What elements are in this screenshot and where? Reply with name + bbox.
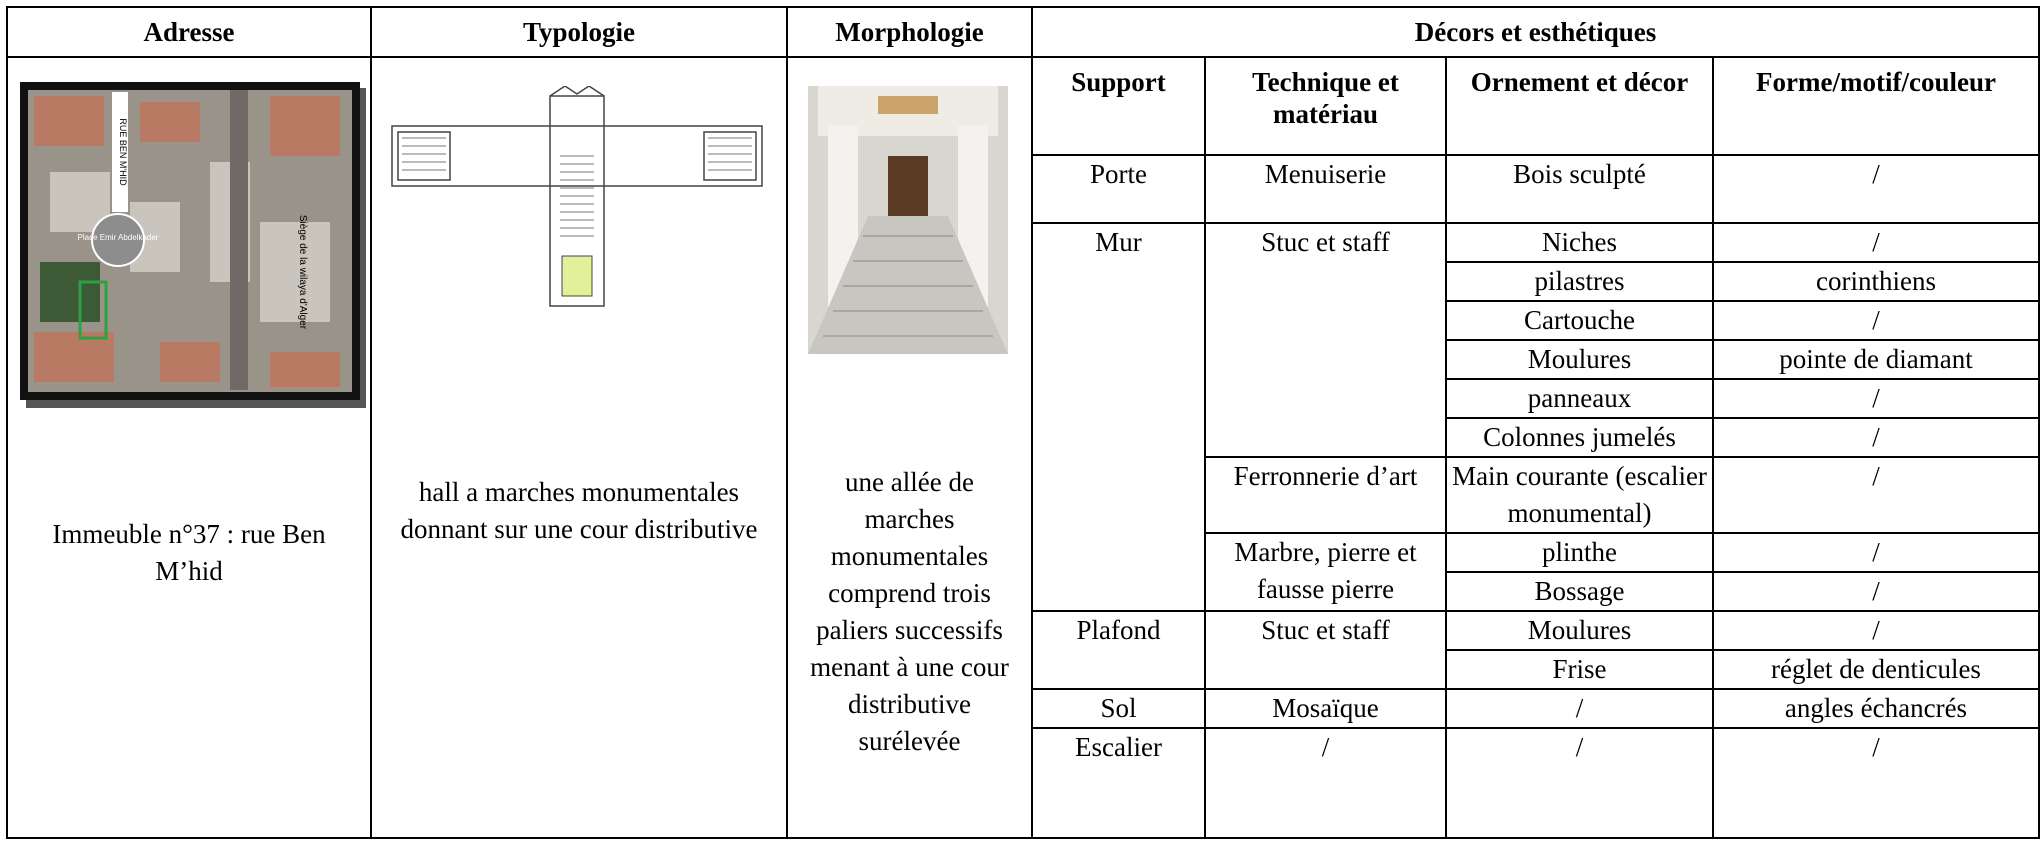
ornement-cell: panneaux: [1445, 378, 1714, 419]
adresse-cell: RUE BEN M'HID Place Emir Abdelkader Sièg…: [6, 56, 372, 839]
decor-row: Moulures pointe de diamant: [7, 339, 2040, 380]
forme-cell: angles échancrés: [1712, 688, 2040, 729]
header-cell: Typologie: [370, 6, 788, 58]
technique-cell: /: [1204, 727, 1447, 839]
ornement-cell: plinthe: [1445, 532, 1714, 573]
support-cell: Escalier: [1031, 727, 1206, 839]
map-image: RUE BEN M'HID Place Emir Abdelkader Sièg…: [20, 82, 366, 408]
forme-cell: /: [1712, 417, 2040, 458]
roofs: [34, 96, 340, 387]
subheader-cell: Technique et matériau: [1204, 56, 1447, 156]
decor-row: panneaux /: [7, 378, 2040, 419]
place-circle: [91, 213, 145, 267]
header-cell: Morphologie: [786, 6, 1033, 58]
ornement-cell: /: [1445, 688, 1714, 729]
decor-row: Mur Stuc et staff Niches /: [7, 222, 2040, 612]
garden: [40, 262, 100, 322]
decor-row: Escalier / / /: [7, 727, 2040, 839]
avenue: [230, 90, 248, 390]
ornement-cell: pilastres: [1445, 261, 1714, 302]
decor-row: Cartouche /: [7, 300, 2040, 341]
forme-cell: /: [1712, 610, 2040, 651]
ornement-cell: Niches: [1445, 222, 1714, 263]
forme-cell: /: [1712, 532, 2040, 573]
plan-drawing: [391, 86, 763, 307]
technique-cell: Stuc et staff: [1204, 610, 1447, 690]
technique-cell: Ferronnerie d’art: [1204, 456, 1447, 534]
decor-row: Frise réglet de denticules: [7, 649, 2040, 690]
header-cell: Adresse: [6, 6, 372, 58]
hall-photo: [808, 86, 1008, 354]
forme-cell: /: [1712, 456, 2040, 534]
map-label: Place Emir Abdelkader: [78, 233, 159, 242]
ornement-cell: Bossage: [1445, 571, 1714, 612]
subheader-cell: Ornement et décor: [1445, 56, 1714, 156]
technique-cell: Mosaïque: [1204, 688, 1447, 729]
forme-cell: corinthiens: [1712, 261, 2040, 302]
decor-table: Adresse Typologie Morphologie Décors et …: [6, 6, 2040, 839]
support-cell: Sol: [1031, 688, 1206, 729]
technique-cell: Menuiserie: [1204, 154, 1447, 224]
decor-row: Sol Mosaïque / angles échancrés: [7, 688, 2040, 729]
site-outline: [78, 280, 108, 340]
adresse-text: Immeuble n°37 : rue Ben M’hid: [52, 519, 326, 586]
forme-cell: /: [1712, 154, 2040, 224]
ornement-cell: Main courante (escalier monumental): [1445, 456, 1714, 534]
steps: [402, 137, 752, 237]
ornement-cell: Moulures: [1445, 610, 1714, 651]
typologie-text: hall a marches monumentales donnant sur …: [400, 477, 758, 544]
header-cell: Décors et esthétiques: [1031, 6, 2040, 58]
decor-row: Porte Menuiserie Bois sculpté /: [7, 154, 2040, 224]
typologie-cell: hall a marches monumentales donnant sur …: [370, 56, 788, 839]
support-cell: Plafond: [1031, 610, 1206, 690]
forme-cell: réglet de denticules: [1712, 649, 2040, 690]
decor-row: pilastres corinthiens: [7, 261, 2040, 302]
forme-cell: /: [1712, 300, 2040, 341]
ornement-cell: Cartouche: [1445, 300, 1714, 341]
decor-row: Marbre, pierre et fausse pierre plinthe /: [7, 532, 2040, 612]
decor-row: Ferronnerie d’art Main courante (escalier…: [7, 456, 2040, 534]
morphologie-cell: une allée de marches monumentales compre…: [786, 56, 1033, 839]
street: [112, 92, 128, 212]
ornement-cell: /: [1445, 727, 1714, 839]
court: [561, 255, 593, 297]
map-label: Siège de la wilaya d'Alger: [297, 215, 308, 330]
ornement-cell: Colonnes jumelés: [1445, 417, 1714, 458]
ornement-cell: Frise: [1445, 649, 1714, 690]
map-label: RUE BEN M'HID: [118, 118, 128, 186]
forme-cell: /: [1712, 571, 2040, 612]
decor-row: Bossage /: [7, 571, 2040, 612]
table-body: Adresse Typologie Morphologie Décors et …: [6, 6, 2040, 839]
support-cell: Mur: [1031, 222, 1206, 612]
header-row: Adresse Typologie Morphologie Décors et …: [6, 6, 2040, 58]
morphologie-text: une allée de marches monumentales compre…: [810, 467, 1009, 756]
forme-cell: pointe de diamant: [1712, 339, 2040, 380]
forme-cell: /: [1712, 378, 2040, 419]
ornement-cell: Moulures: [1445, 339, 1714, 380]
forme-cell: /: [1712, 727, 2040, 839]
support-cell: Porte: [1031, 154, 1206, 224]
forme-cell: /: [1712, 222, 2040, 263]
subheader-cell: Forme/motif/couleur: [1712, 56, 2040, 156]
decor-row: Colonnes jumelés /: [7, 417, 2040, 458]
decor-row: Plafond Stuc et staff Moulures /: [7, 610, 2040, 690]
subheader-row: RUE BEN M'HID Place Emir Abdelkader Sièg…: [6, 56, 2040, 839]
technique-cell: Marbre, pierre et fausse pierre: [1204, 532, 1447, 612]
ornement-cell: Bois sculpté: [1445, 154, 1714, 224]
technique-cell: Stuc et staff: [1204, 222, 1447, 458]
subheader-cell: Support: [1031, 56, 1206, 156]
